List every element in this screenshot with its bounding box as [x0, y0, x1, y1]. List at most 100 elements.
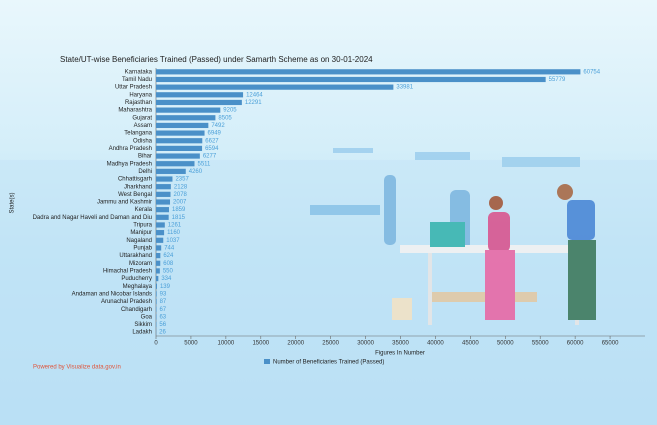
y-tick-label: Punjab — [133, 246, 152, 252]
y-tick-label: Bihar — [138, 154, 152, 160]
value-label: 12464 — [246, 92, 263, 98]
bar — [156, 84, 394, 90]
bar — [156, 153, 200, 159]
y-tick-label: West Bengal — [118, 192, 152, 198]
bar — [156, 168, 186, 174]
bar — [156, 145, 203, 151]
bar — [156, 107, 221, 113]
bar — [156, 92, 244, 98]
bar — [156, 275, 159, 282]
y-tick-label: Ladakh — [132, 330, 152, 336]
x-tick-label: 65000 — [602, 341, 619, 347]
value-label: 1859 — [172, 207, 186, 213]
value-label: 8505 — [218, 115, 232, 121]
bar — [156, 122, 209, 129]
value-label: 1037 — [166, 238, 180, 244]
bar — [156, 69, 581, 75]
y-tick-label: Maharashtra — [118, 108, 152, 114]
x-tick-label: 15000 — [252, 341, 269, 347]
y-tick-label: Jammu and Kashmir — [97, 200, 152, 206]
value-label: 6594 — [205, 146, 219, 152]
legend-swatch — [264, 359, 270, 364]
value-label: 6277 — [203, 154, 217, 160]
x-tick-label: 60000 — [567, 341, 584, 347]
bar — [156, 222, 165, 228]
y-tick-label: Andaman and Nicobar Islands — [72, 291, 152, 297]
y-tick-label: Uttarakhand — [119, 253, 152, 259]
value-label: 139 — [160, 284, 171, 290]
y-tick-label: Dadra and Nagar Haveli and Daman and Diu — [33, 215, 152, 221]
y-tick-label: Delhi — [138, 169, 152, 175]
value-label: 624 — [163, 253, 174, 259]
y-tick-label: Tripura — [133, 223, 152, 229]
value-label: 2128 — [174, 184, 188, 190]
legend-label[interactable]: Number of Beneficiaries Trained (Passed) — [273, 360, 384, 366]
y-tick-label: Rajasthan — [125, 100, 152, 106]
x-tick-label: 40000 — [427, 341, 444, 347]
value-label: 608 — [163, 261, 174, 267]
value-label: 26 — [159, 330, 166, 336]
bar — [156, 161, 195, 167]
y-tick-label: Kerala — [135, 207, 153, 213]
bar — [156, 291, 157, 297]
y-tick-label: Arunachal Pradesh — [101, 299, 152, 305]
value-label: 2078 — [174, 192, 188, 198]
x-tick-label: 10000 — [218, 341, 235, 347]
x-tick-label: 0 — [154, 341, 158, 347]
y-tick-label: Chhattisgarh — [118, 177, 152, 183]
value-label: 67 — [159, 307, 166, 313]
y-tick-label: Madhya Pradesh — [107, 161, 152, 167]
y-tick-label: Telangana — [124, 131, 152, 137]
value-label: 2007 — [173, 200, 187, 206]
bar — [156, 260, 161, 266]
footer: Powered by Visualize data.gov.in — [33, 365, 121, 371]
y-tick-label: Manipur — [130, 230, 152, 236]
x-tick-label: 20000 — [287, 341, 304, 347]
value-label: 56 — [159, 322, 166, 328]
value-label: 9205 — [223, 108, 237, 114]
y-tick-label: Haryana — [129, 92, 152, 98]
x-tick-label: 55000 — [532, 341, 549, 347]
bar — [156, 130, 205, 136]
y-tick-label: Chandigarh — [121, 307, 152, 313]
value-label: 33981 — [396, 85, 413, 91]
value-label: 2357 — [175, 177, 189, 183]
value-label: 87 — [160, 299, 167, 305]
value-label: 7492 — [211, 123, 225, 129]
y-tick-label: Himachal Pradesh — [103, 268, 152, 274]
value-label: 55779 — [549, 77, 566, 83]
x-tick-label: 30000 — [357, 341, 374, 347]
bar — [156, 138, 203, 144]
value-label: 12291 — [245, 100, 262, 106]
value-label: 334 — [161, 276, 172, 282]
bar — [156, 298, 157, 305]
y-tick-label: Andhra Pradesh — [109, 146, 152, 152]
value-label: 93 — [160, 291, 167, 297]
y-tick-label: Jharkhand — [124, 184, 152, 190]
floor — [0, 160, 657, 425]
y-tick-label: Mizoram — [129, 261, 152, 267]
bar — [156, 230, 165, 236]
bar — [156, 115, 216, 121]
x-tick-label: 50000 — [497, 341, 514, 347]
bar — [156, 253, 161, 259]
y-tick-label: Karnataka — [125, 69, 153, 75]
value-label: 4260 — [189, 169, 203, 175]
y-tick-label: Puducherry — [121, 276, 152, 282]
y-tick-label: Odisha — [133, 138, 153, 144]
x-tick-label: 45000 — [462, 341, 479, 347]
bar — [156, 237, 164, 243]
bar — [156, 283, 157, 289]
x-axis-label: Figures In Number — [375, 351, 425, 357]
x-tick-label: 35000 — [392, 341, 409, 347]
bar — [156, 207, 169, 213]
y-axis-label: State(s) — [10, 192, 16, 213]
value-label: 1815 — [172, 215, 186, 221]
bar — [156, 99, 242, 106]
value-label: 744 — [164, 246, 175, 252]
y-tick-label: Goa — [141, 314, 153, 320]
y-tick-label: Tamil Nadu — [122, 77, 152, 83]
y-tick-label: Nagaland — [126, 238, 152, 244]
